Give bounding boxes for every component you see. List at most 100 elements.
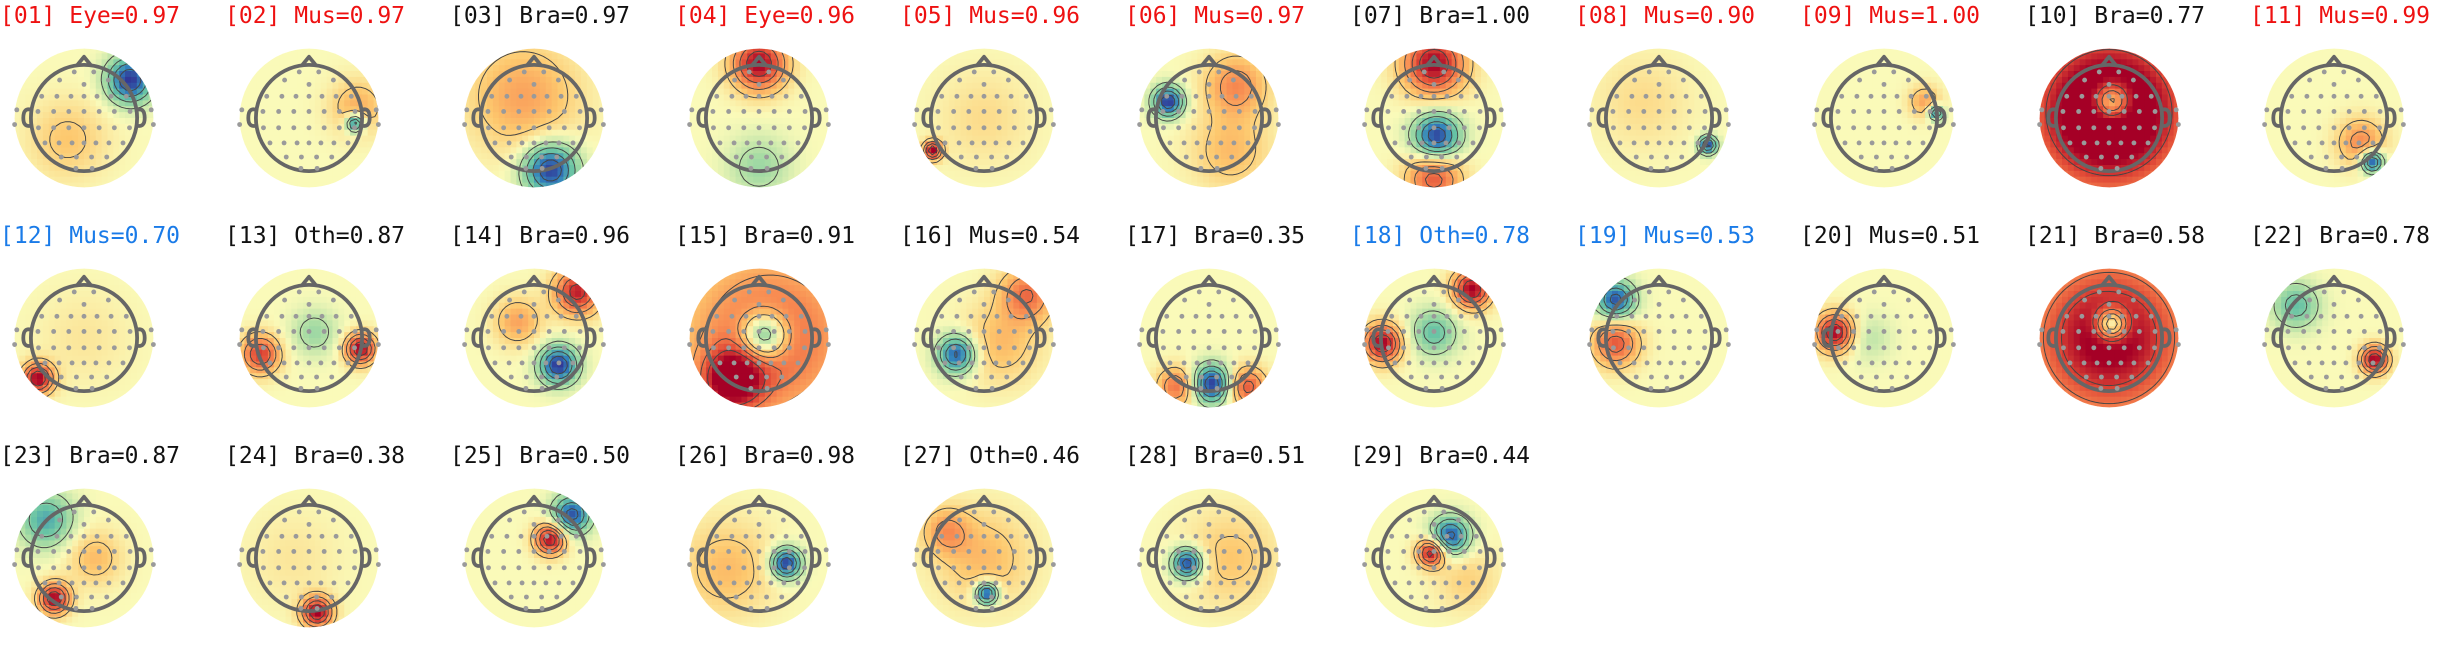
sensor-dot xyxy=(94,93,100,99)
sensor-dot xyxy=(35,549,41,554)
sensor-dot xyxy=(58,154,64,160)
sensor-dot xyxy=(1221,109,1227,114)
sensor-dot xyxy=(291,565,297,571)
sensor-dot xyxy=(756,140,762,146)
sensor-dot xyxy=(73,594,79,600)
sensor-dot xyxy=(2067,360,2073,366)
sensor-dot xyxy=(2079,313,2085,319)
sensor-dot xyxy=(330,517,336,523)
sensor-dot xyxy=(2037,122,2043,127)
sensor-dot xyxy=(1167,360,1173,366)
left-ear xyxy=(1821,327,1833,348)
sensor-dot xyxy=(802,565,807,571)
sensor-dot xyxy=(2116,289,2122,295)
sensor-dot xyxy=(1006,360,1012,366)
sensor-dot xyxy=(35,329,41,334)
left-ear xyxy=(2046,327,2058,348)
sensor-dot xyxy=(89,374,95,380)
sensor-dot xyxy=(73,605,79,611)
nose xyxy=(525,54,543,67)
sensor-dot xyxy=(726,345,732,351)
sensor-dot xyxy=(239,107,245,113)
sensor-dot xyxy=(1004,154,1010,160)
sensor-dot xyxy=(2264,327,2270,333)
sensor-dot xyxy=(314,374,320,380)
sensor-dot xyxy=(687,122,693,127)
head-outline xyxy=(1378,62,1490,174)
sensor-dot xyxy=(1194,580,1200,586)
sensor-dot xyxy=(2316,125,2322,131)
sensor-dot xyxy=(68,93,74,99)
sensor-dot xyxy=(69,580,75,586)
sensor-dot xyxy=(105,77,111,83)
sensor-dot xyxy=(56,580,62,586)
sensor-dot xyxy=(989,165,995,171)
sensor-dot xyxy=(779,154,785,160)
sensor-dot xyxy=(1461,109,1467,114)
sensor-dot xyxy=(1198,594,1204,600)
sensor-dot xyxy=(600,122,606,127)
sensor-dot xyxy=(764,154,770,160)
left-ear xyxy=(21,327,33,348)
sensor-dot xyxy=(1191,549,1197,554)
sensor-dot xyxy=(968,533,974,539)
sensor-dot xyxy=(1725,342,1731,347)
sensor-dot xyxy=(1498,107,1504,113)
sensor-dot xyxy=(68,533,74,539)
sensor-dot xyxy=(1181,360,1187,366)
sensor-dot xyxy=(531,81,537,87)
sensor-dot xyxy=(2037,342,2043,347)
head-outline xyxy=(1603,62,1715,174)
sensor-dot xyxy=(1814,107,1820,113)
sensor-dot xyxy=(2355,297,2361,303)
sensor-dot xyxy=(81,93,87,99)
sensor-dot xyxy=(96,565,102,571)
sensor-dot xyxy=(1589,107,1595,113)
sensor-dot xyxy=(1419,580,1425,586)
sensor-dot xyxy=(825,122,831,127)
sensor-dot xyxy=(2116,69,2122,75)
sensor-dot xyxy=(912,562,918,567)
sensor-dot xyxy=(966,345,972,351)
sensor-dot xyxy=(306,580,312,586)
sensor-dot xyxy=(1891,289,1897,295)
sensor-dot xyxy=(531,109,537,114)
sensor-dot xyxy=(2106,360,2112,366)
sensor-dot xyxy=(306,549,312,554)
sensor-dot xyxy=(1236,125,1242,131)
right-ear xyxy=(585,547,597,568)
sensor-dot xyxy=(768,580,774,586)
sensor-dot xyxy=(318,140,324,146)
topomap-field xyxy=(1139,48,1279,188)
sensor-dot xyxy=(2370,360,2376,366)
component-cell-28: [28] Bra=0.51 xyxy=(1125,442,1350,664)
sensor-dot xyxy=(766,509,772,515)
sensor-dot xyxy=(1842,360,1848,366)
sensor-dot xyxy=(2145,360,2151,366)
sensor-dot xyxy=(1950,342,1956,347)
sensor-dot xyxy=(105,297,111,303)
head-outline xyxy=(928,62,1040,174)
sensor-dot xyxy=(2346,109,2352,114)
sensor-dot xyxy=(1948,327,1954,333)
topomap-field xyxy=(914,48,1054,188)
sensor-dot xyxy=(2344,93,2350,99)
sensor-dot xyxy=(71,69,77,75)
sensor-dot xyxy=(281,140,287,146)
sensor-dot xyxy=(1423,154,1429,160)
sensor-dot xyxy=(239,327,245,333)
sensor-dot xyxy=(1137,562,1143,567)
left-ear xyxy=(471,547,483,568)
sensor-dot xyxy=(710,549,716,554)
topomap-6 xyxy=(1137,48,1281,188)
sensor-dot xyxy=(1641,109,1647,114)
sensor-dot xyxy=(1470,360,1476,366)
sensor-dot xyxy=(996,125,1002,131)
component-label: [25] Bra=0.50 xyxy=(450,443,631,469)
sensor-dot xyxy=(66,109,72,114)
sensor-dot xyxy=(1006,140,1012,146)
sensor-dot xyxy=(561,125,567,131)
sensor-dot xyxy=(1194,360,1200,366)
head-outline xyxy=(478,502,590,614)
sensor-dot xyxy=(1873,374,1879,380)
